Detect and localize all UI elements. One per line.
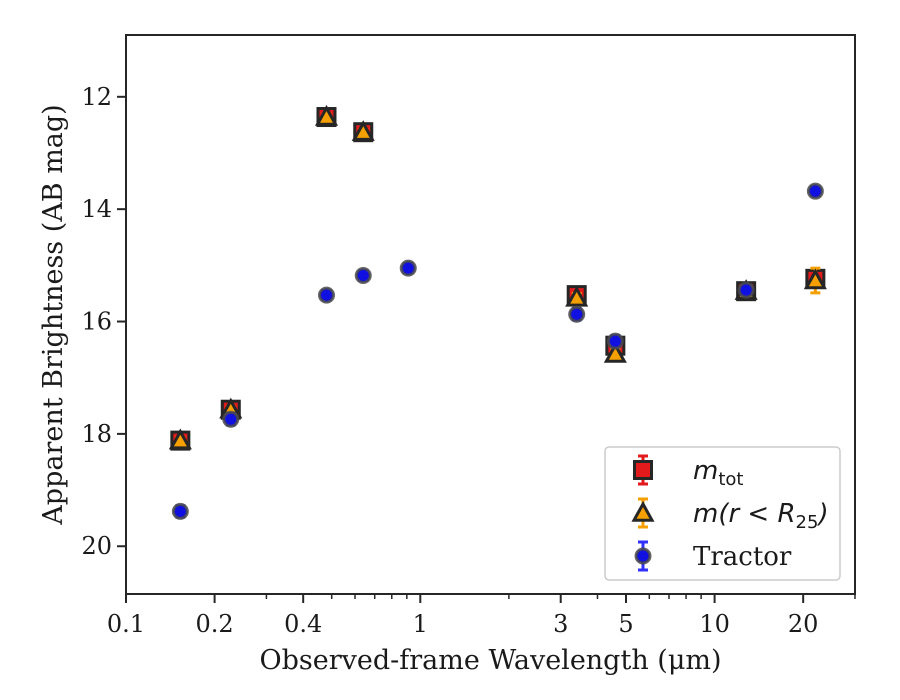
- data-point-circle: [606, 332, 624, 350]
- data-point-circle: [354, 266, 372, 284]
- y-axis-title: Apparent Brightness (AB mag): [38, 104, 69, 525]
- x-tick-label: 20: [788, 610, 819, 638]
- point-marker-circle: [606, 332, 624, 350]
- x-tick-label: 0.2: [196, 610, 234, 638]
- point-marker-triangle: [803, 268, 827, 290]
- data-point-circle: [399, 259, 417, 277]
- data-marks: [168, 104, 827, 520]
- y-tick-label: 16: [81, 308, 112, 336]
- legend-marker-square: [633, 460, 653, 480]
- x-axis-ticks: 0.1 0.2 0.4 1 3 5 10 20: [107, 594, 856, 638]
- data-point-triangle: [351, 120, 375, 141]
- x-tick-label: 0.1: [107, 610, 145, 638]
- legend-label: Tractor: [693, 542, 792, 572]
- point-marker-circle: [171, 502, 189, 520]
- point-marker-circle: [806, 182, 824, 200]
- data-point-triangle: [803, 266, 827, 295]
- point-marker-circle: [737, 281, 755, 299]
- plot-frame: [125, 34, 856, 595]
- point-marker-circle: [354, 266, 372, 284]
- data-point-triangle: [168, 428, 192, 450]
- legend-label: mtot: [693, 456, 743, 490]
- point-marker-triangle: [565, 285, 589, 307]
- data-point-circle: [737, 281, 755, 299]
- point-marker-triangle: [314, 104, 339, 126]
- data-point-circle: [317, 286, 335, 304]
- x-axis-title: Observed-frame Wavelength (μm): [259, 645, 721, 676]
- data-point-triangle: [314, 104, 339, 126]
- point-marker-circle: [317, 286, 335, 304]
- data-point-circle: [568, 305, 586, 323]
- point-marker-triangle: [603, 342, 627, 363]
- x-tick-label: 1: [413, 610, 428, 638]
- legend-marker-circle: [634, 547, 652, 565]
- x-tick-label: 0.4: [284, 610, 322, 638]
- data-point-circle: [222, 410, 240, 428]
- legend-entry: Tractor: [634, 540, 792, 572]
- legend-label: m(r < R25): [693, 499, 829, 533]
- x-tick-label: 10: [699, 610, 730, 638]
- y-tick-label: 12: [81, 83, 112, 111]
- point-marker-circle: [568, 305, 586, 323]
- y-tick-label: 20: [81, 532, 112, 560]
- y-tick-label: 14: [81, 195, 112, 223]
- legend-marker-triangle: [631, 500, 655, 522]
- point-marker-triangle: [168, 428, 192, 450]
- point-marker-triangle: [351, 120, 375, 141]
- data-point-circle: [806, 182, 824, 200]
- legend-entry: m(r < R25): [631, 497, 829, 533]
- data-point-circle: [171, 502, 189, 520]
- y-axis-ticks: 12 14 16 18 20: [81, 83, 126, 560]
- point-marker-circle: [399, 259, 417, 277]
- point-marker-circle: [222, 410, 240, 428]
- x-tick-label: 3: [553, 610, 568, 638]
- data-point-triangle: [565, 285, 589, 307]
- y-tick-label: 18: [81, 420, 112, 448]
- x-tick-label: 5: [618, 610, 633, 638]
- legend-box: [604, 446, 841, 581]
- series-circle: [171, 182, 824, 520]
- legend-entry: mtot: [633, 454, 743, 490]
- legend: mtot m(r < R25) Tractor: [604, 446, 841, 581]
